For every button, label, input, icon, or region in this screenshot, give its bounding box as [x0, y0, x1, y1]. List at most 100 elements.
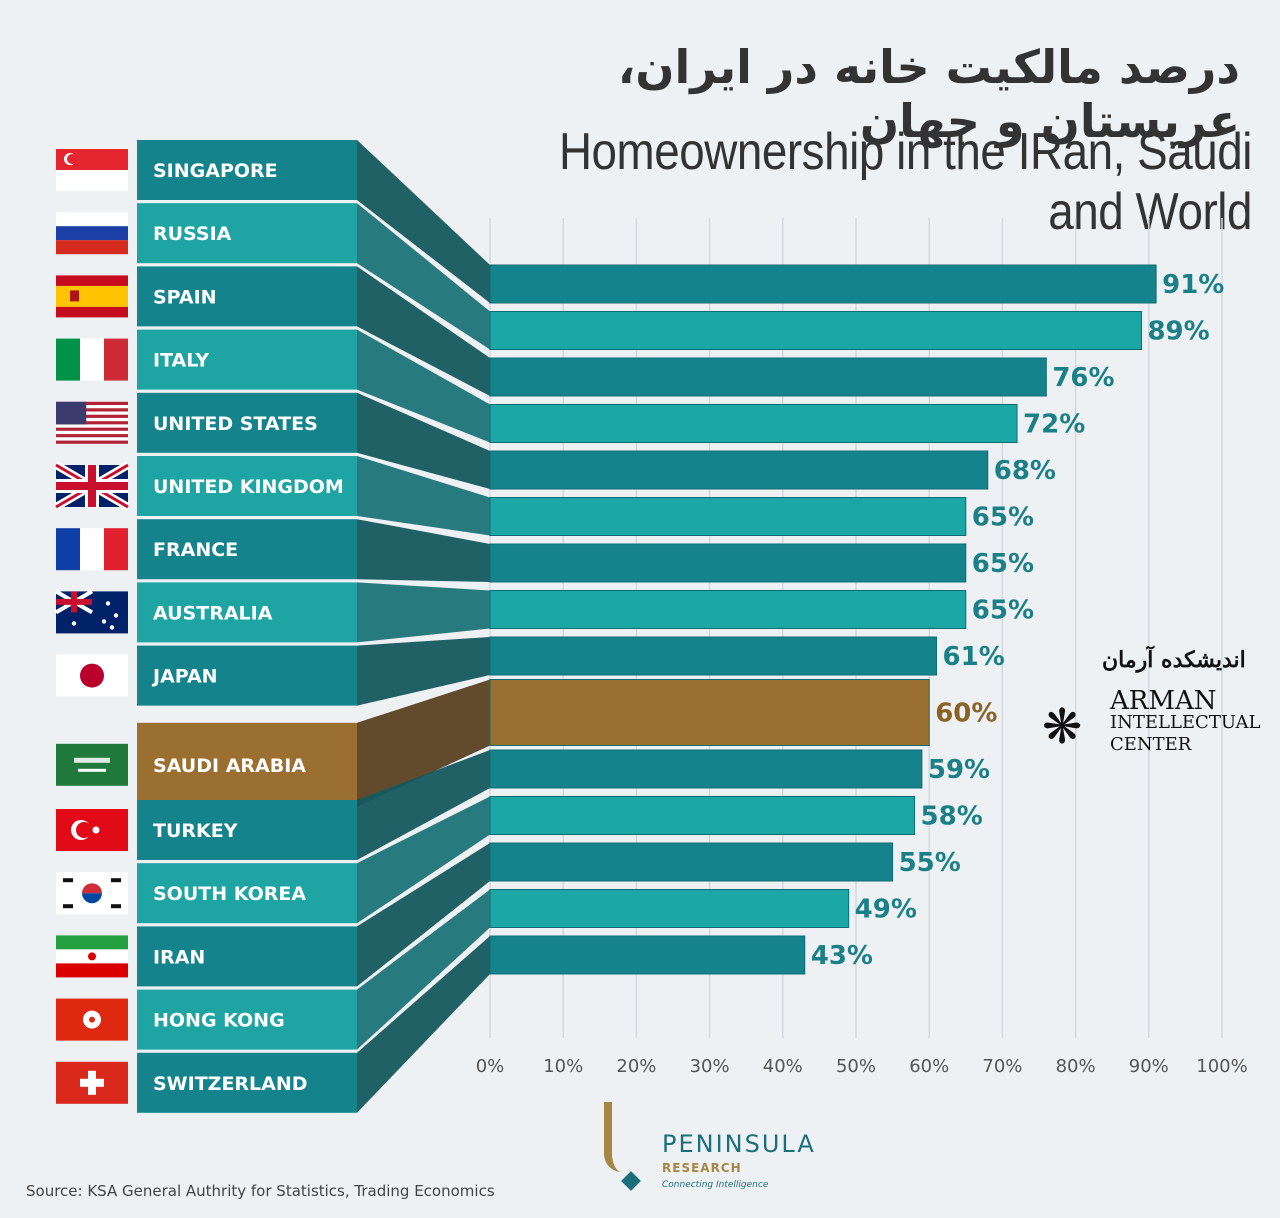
snowflake-logo-icon: ❋	[1042, 699, 1083, 755]
spain-flag-icon	[56, 275, 128, 318]
country-label: UNITED STATES	[153, 413, 318, 435]
x-tick-label: 70%	[982, 1056, 1022, 1077]
connector-wedge	[357, 519, 490, 582]
bar	[489, 636, 938, 676]
turkey-flag-icon	[56, 809, 128, 851]
country-label: FRANCE	[153, 539, 238, 561]
watermark-english-name: ARMAN INTELLECTUAL CENTER	[1110, 686, 1261, 756]
x-tick-label: 100%	[1196, 1056, 1247, 1077]
value-label: 76%	[1052, 363, 1114, 393]
country-label-band	[137, 800, 357, 860]
country-label: RUSSIA	[153, 223, 232, 245]
country-label-band	[137, 989, 357, 1050]
france-flag-icon	[56, 528, 128, 571]
peninsula-tagline: Connecting Intelligence	[662, 1180, 769, 1190]
australia-flag-icon	[54, 589, 128, 634]
united-states-flag-icon	[56, 401, 128, 444]
country-label-band	[137, 203, 357, 264]
x-tick-label: 50%	[836, 1056, 876, 1077]
persian-title: درصد مالکیت خانه در ایران، عربستان و جها…	[617, 40, 1240, 148]
bar	[489, 404, 1018, 443]
connector-wedge	[357, 637, 490, 706]
bar	[489, 450, 989, 490]
bar	[489, 590, 967, 629]
bar	[489, 679, 930, 746]
peninsula-diamond-icon	[621, 1171, 641, 1191]
x-tick-label: 30%	[690, 1056, 730, 1077]
south-korea-flag-icon	[56, 872, 128, 915]
x-tick-label: 40%	[763, 1056, 803, 1077]
connector-wedge	[357, 140, 490, 303]
country-label-band	[137, 1052, 357, 1113]
peninsula-name: PENINSULA	[662, 1130, 816, 1158]
value-label: 89%	[1147, 317, 1209, 347]
value-label: 43%	[811, 941, 873, 971]
country-label: SOUTH KOREA	[153, 883, 306, 905]
english-title: Homeownership in the IRan, Saudi and Wor…	[558, 123, 1252, 241]
connector-wedge	[357, 582, 490, 643]
watermark-line3: CENTER	[1110, 734, 1192, 755]
bar	[489, 264, 1157, 304]
country-label-band	[137, 392, 357, 453]
bar	[489, 889, 850, 928]
peninsula-mark-icon	[604, 1102, 636, 1172]
peninsula-logo: PENINSULA RESEARCH Connecting Intelligen…	[598, 1100, 838, 1200]
united-kingdom-flag-icon	[53, 461, 131, 511]
value-label: 91%	[1162, 270, 1224, 300]
italy-flag-icon	[56, 338, 128, 381]
bar	[489, 749, 923, 789]
connector-wedge	[357, 203, 490, 350]
country-label: TURKEY	[153, 820, 238, 842]
bar	[489, 935, 806, 975]
value-label: 60%	[935, 699, 997, 729]
connector-wedge	[357, 456, 490, 536]
switzerland-flag-icon	[56, 1061, 128, 1104]
country-label: SWITZERLAND	[153, 1073, 308, 1095]
peninsula-sub: RESEARCH	[662, 1161, 742, 1175]
country-label: SINGAPORE	[153, 160, 278, 182]
connector-wedge	[357, 266, 490, 396]
x-tick-label: 0%	[476, 1056, 505, 1077]
country-label-band	[137, 140, 357, 200]
country-label: SAUDI ARABIA	[153, 755, 306, 777]
country-label-band	[137, 519, 357, 580]
bar	[489, 796, 916, 835]
country-label-band	[137, 329, 357, 390]
bar	[489, 842, 894, 882]
connector-wedge	[357, 750, 490, 860]
country-label: UNITED KINGDOM	[153, 476, 344, 498]
source-note: Source: KSA General Authrity for Statist…	[26, 1182, 495, 1200]
country-label: AUSTRALIA	[153, 602, 273, 624]
bar	[489, 497, 967, 536]
country-label-band	[137, 645, 357, 706]
value-label: 49%	[855, 895, 917, 925]
value-label: 68%	[994, 456, 1056, 486]
bar	[489, 543, 967, 583]
singapore-flag-icon	[56, 149, 128, 191]
watermark-persian-name: اندیشکده آرمان	[1102, 647, 1246, 673]
connector-wedge	[357, 936, 490, 1113]
value-label: 55%	[899, 848, 961, 878]
country-label-band	[137, 582, 357, 643]
russia-flag-icon	[56, 212, 128, 255]
connector-wedge	[357, 392, 490, 489]
watermark-line1: ARMAN	[1110, 686, 1217, 716]
value-label: 59%	[928, 755, 990, 785]
country-label: JAPAN	[151, 666, 218, 688]
connector-wedge	[357, 796, 490, 924]
connector-wedge	[357, 889, 490, 1050]
arman-watermark: اندیشکده آرمان ❋ ARMAN INTELLECTUAL CENT…	[1040, 645, 1270, 765]
x-tick-label: 60%	[909, 1056, 949, 1077]
japan-flag-icon	[56, 654, 128, 697]
value-label: 65%	[972, 596, 1034, 626]
country-label-band	[137, 266, 357, 327]
value-label: 58%	[921, 802, 983, 832]
connector-wedge	[357, 329, 490, 443]
country-label: ITALY	[153, 350, 209, 372]
watermark-line2: INTELLECTUAL	[1110, 712, 1261, 733]
country-label-band	[137, 456, 357, 516]
value-label: 61%	[943, 642, 1005, 672]
x-tick-label: 10%	[543, 1056, 583, 1077]
country-label: IRAN	[153, 946, 205, 968]
value-label: 65%	[972, 549, 1034, 579]
